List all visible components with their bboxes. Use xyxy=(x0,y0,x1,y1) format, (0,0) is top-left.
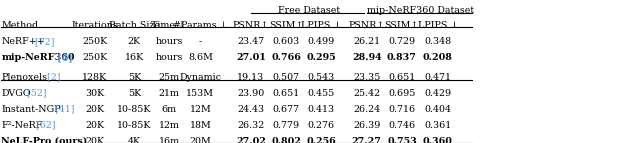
Text: LPIPS ↓: LPIPS ↓ xyxy=(417,21,458,30)
Text: Free Dataset: Free Dataset xyxy=(278,6,340,15)
Text: 25m: 25m xyxy=(158,73,180,82)
Text: 10-85K: 10-85K xyxy=(117,105,152,114)
Text: 0.766: 0.766 xyxy=(271,53,301,62)
Text: 27.27: 27.27 xyxy=(352,137,381,143)
Text: 6m: 6m xyxy=(161,105,177,114)
Text: DVGO: DVGO xyxy=(1,89,31,98)
Text: 0.361: 0.361 xyxy=(424,121,451,130)
Text: 18M: 18M xyxy=(189,121,211,130)
Text: 0.729: 0.729 xyxy=(388,37,415,46)
Text: 0.543: 0.543 xyxy=(308,73,335,82)
Text: 20K: 20K xyxy=(85,121,104,130)
Text: 23.90: 23.90 xyxy=(237,89,264,98)
Text: [6]: [6] xyxy=(54,53,72,62)
Text: 20K: 20K xyxy=(85,137,104,143)
Text: PSNR↑: PSNR↑ xyxy=(233,21,269,30)
Text: 0.753: 0.753 xyxy=(387,137,417,143)
Text: 250K: 250K xyxy=(82,37,108,46)
Text: 0.360: 0.360 xyxy=(423,137,452,143)
Text: 26.21: 26.21 xyxy=(353,37,380,46)
Text: 23.35: 23.35 xyxy=(353,73,380,82)
Text: Method: Method xyxy=(1,21,38,30)
Text: Plenoxels: Plenoxels xyxy=(1,73,47,82)
Text: LPIPS ↓: LPIPS ↓ xyxy=(301,21,342,30)
Text: [62]: [62] xyxy=(33,121,56,130)
Text: 0.429: 0.429 xyxy=(424,89,451,98)
Text: 128K: 128K xyxy=(82,73,108,82)
Text: [41]: [41] xyxy=(52,105,75,114)
Text: 0.837: 0.837 xyxy=(387,53,417,62)
Text: 0.348: 0.348 xyxy=(424,37,451,46)
Text: 5K: 5K xyxy=(128,89,141,98)
Text: 20M: 20M xyxy=(189,137,211,143)
Text: PSNR↑: PSNR↑ xyxy=(349,21,385,30)
Text: 4K: 4K xyxy=(128,137,141,143)
Text: 250K: 250K xyxy=(82,53,108,62)
Text: SSIM↑: SSIM↑ xyxy=(385,21,419,30)
Text: mip-NeRF360: mip-NeRF360 xyxy=(1,53,75,62)
Text: 0.256: 0.256 xyxy=(307,137,336,143)
Text: Time ↓: Time ↓ xyxy=(152,21,186,30)
Text: 25.42: 25.42 xyxy=(353,89,380,98)
Text: 0.802: 0.802 xyxy=(271,137,301,143)
Text: 0.295: 0.295 xyxy=(307,53,336,62)
Text: F²-NeRF: F²-NeRF xyxy=(1,121,43,130)
Text: mip-NeRF360 Dataset: mip-NeRF360 Dataset xyxy=(367,6,474,15)
Text: 0.716: 0.716 xyxy=(388,105,415,114)
Text: 20K: 20K xyxy=(85,105,104,114)
Text: 16m: 16m xyxy=(158,137,180,143)
Text: 23.47: 23.47 xyxy=(237,37,264,46)
Text: 10-85K: 10-85K xyxy=(117,121,152,130)
Text: 12m: 12m xyxy=(159,121,179,130)
Text: 0.471: 0.471 xyxy=(424,73,451,82)
Text: [52]: [52] xyxy=(24,89,46,98)
Text: 0.499: 0.499 xyxy=(308,37,335,46)
Text: Dynamic: Dynamic xyxy=(179,73,221,82)
Text: [72]: [72] xyxy=(32,37,54,46)
Text: 19.13: 19.13 xyxy=(237,73,264,82)
Text: 0.455: 0.455 xyxy=(308,89,335,98)
Text: 0.208: 0.208 xyxy=(423,53,452,62)
Text: 12M: 12M xyxy=(189,105,211,114)
Text: 0.276: 0.276 xyxy=(308,121,335,130)
Text: 26.24: 26.24 xyxy=(353,105,380,114)
Text: 2K: 2K xyxy=(128,37,141,46)
Text: 0.677: 0.677 xyxy=(273,105,300,114)
Text: 27.01: 27.01 xyxy=(236,53,266,62)
Text: 8.6M: 8.6M xyxy=(188,53,212,62)
Text: hours: hours xyxy=(156,37,182,46)
Text: 0.413: 0.413 xyxy=(308,105,335,114)
Text: 0.779: 0.779 xyxy=(273,121,300,130)
Text: 26.32: 26.32 xyxy=(237,121,264,130)
Text: 0.695: 0.695 xyxy=(388,89,415,98)
Text: 21m: 21m xyxy=(159,89,179,98)
Text: [2]: [2] xyxy=(44,73,60,82)
Text: 16K: 16K xyxy=(125,53,144,62)
Text: Instant-NGP: Instant-NGP xyxy=(1,105,61,114)
Text: 0.651: 0.651 xyxy=(273,89,300,98)
Text: hours: hours xyxy=(156,53,182,62)
Text: 0.651: 0.651 xyxy=(388,73,415,82)
Text: 153M: 153M xyxy=(186,89,214,98)
Text: 0.507: 0.507 xyxy=(273,73,300,82)
Text: Batch Size: Batch Size xyxy=(109,21,160,30)
Text: NeLF-Pro (ours): NeLF-Pro (ours) xyxy=(1,137,88,143)
Text: Iterations: Iterations xyxy=(71,21,118,30)
Text: NeRF++: NeRF++ xyxy=(1,37,45,46)
Text: 28.94: 28.94 xyxy=(352,53,381,62)
Text: 30K: 30K xyxy=(85,89,104,98)
Text: 0.603: 0.603 xyxy=(273,37,300,46)
Text: 26.39: 26.39 xyxy=(353,121,380,130)
Text: 0.404: 0.404 xyxy=(424,105,451,114)
Text: #Params ↓: #Params ↓ xyxy=(173,21,228,30)
Text: 0.746: 0.746 xyxy=(388,121,415,130)
Text: 24.43: 24.43 xyxy=(237,105,264,114)
Text: 5K: 5K xyxy=(128,73,141,82)
Text: -: - xyxy=(198,37,202,46)
Text: 27.02: 27.02 xyxy=(236,137,266,143)
Text: SSIM↑: SSIM↑ xyxy=(269,21,303,30)
